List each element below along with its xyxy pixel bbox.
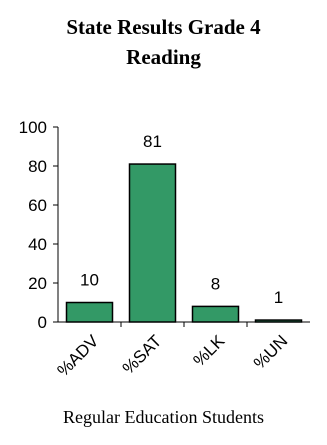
data-label: 8 xyxy=(211,274,220,293)
y-tick-label: 80 xyxy=(28,157,47,176)
x-tick-label: %LK xyxy=(189,331,228,370)
x-tick-label: %UN xyxy=(250,331,291,372)
y-tick-label: 0 xyxy=(38,313,47,332)
chart-title-line2: Reading xyxy=(126,45,201,69)
x-tick-label: %ADV xyxy=(53,331,102,380)
data-label: 81 xyxy=(143,132,162,151)
y-tick-label: 100 xyxy=(19,118,47,137)
bar xyxy=(191,305,240,323)
y-tick-label: 40 xyxy=(28,235,47,254)
data-label: 10 xyxy=(80,271,99,290)
x-axis-label: Regular Education Students xyxy=(63,407,264,427)
y-tick-label: 60 xyxy=(28,196,47,215)
bar xyxy=(128,163,177,323)
chart-title-line1: State Results Grade 4 xyxy=(66,15,261,39)
data-label: 1 xyxy=(274,288,283,307)
bar xyxy=(254,319,303,323)
y-tick-label: 20 xyxy=(28,274,47,293)
x-tick-label: %SAT xyxy=(119,331,166,378)
bar xyxy=(65,301,114,323)
